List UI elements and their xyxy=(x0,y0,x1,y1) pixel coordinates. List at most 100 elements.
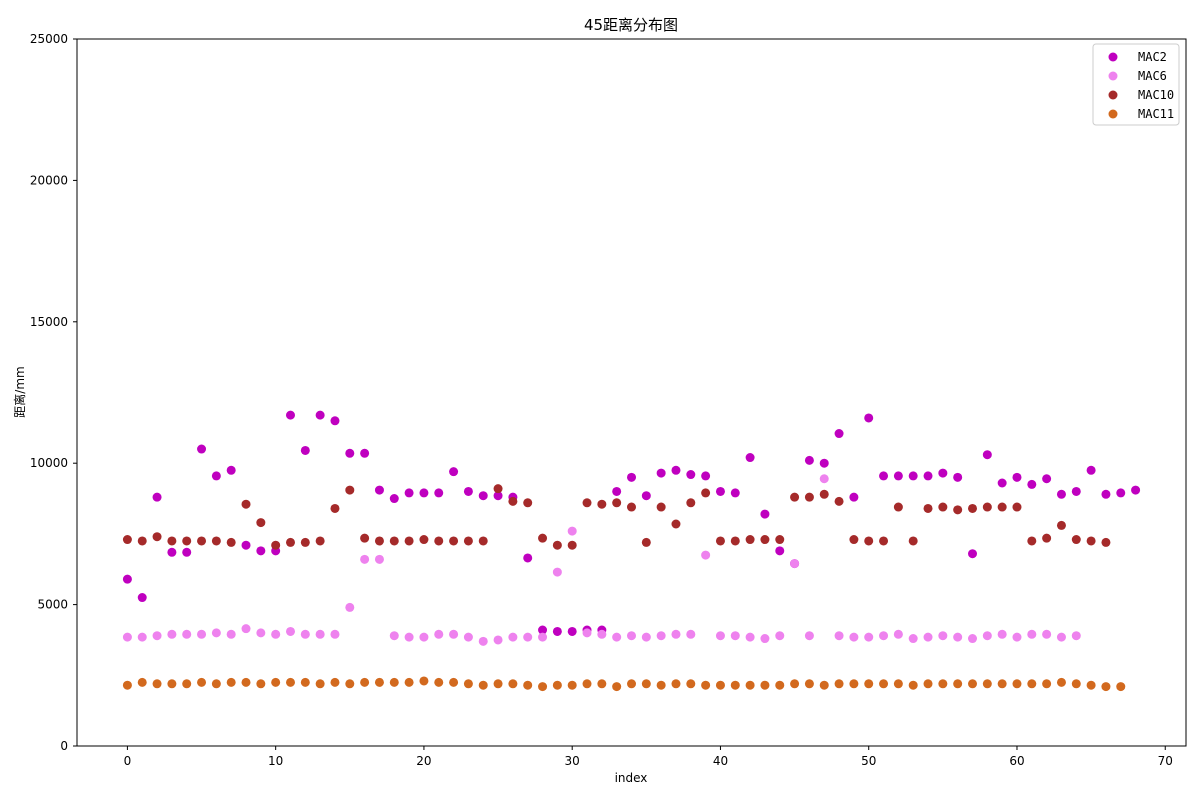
data-point xyxy=(552,540,562,550)
data-point xyxy=(641,679,651,689)
data-point xyxy=(953,679,963,689)
data-point xyxy=(908,536,918,546)
data-point xyxy=(197,444,207,454)
data-point xyxy=(508,632,518,642)
data-point xyxy=(345,679,355,689)
data-point xyxy=(285,626,295,636)
data-point xyxy=(226,465,236,475)
data-point xyxy=(1101,682,1111,692)
data-point xyxy=(656,502,666,512)
data-point xyxy=(938,679,948,689)
data-point xyxy=(330,677,340,687)
data-point xyxy=(1056,520,1066,530)
data-point xyxy=(849,632,859,642)
data-point xyxy=(345,448,355,458)
data-point xyxy=(1027,536,1037,546)
data-point xyxy=(152,492,162,502)
data-point xyxy=(493,679,503,689)
data-point xyxy=(819,474,829,484)
data-point xyxy=(1012,679,1022,689)
data-point xyxy=(523,498,533,508)
plot-frame xyxy=(76,38,1187,747)
data-point xyxy=(167,536,177,546)
data-point xyxy=(434,488,444,498)
data-point xyxy=(760,634,770,644)
data-point xyxy=(226,677,236,687)
data-point xyxy=(715,631,725,641)
data-point xyxy=(997,629,1007,639)
data-point xyxy=(197,629,207,639)
data-point xyxy=(285,677,295,687)
data-point xyxy=(879,471,889,481)
data-point xyxy=(1056,632,1066,642)
data-point xyxy=(226,537,236,547)
data-point xyxy=(300,537,310,547)
x-tick-label: 70 xyxy=(1158,754,1173,768)
data-point xyxy=(330,416,340,426)
data-point xyxy=(567,680,577,690)
data-point xyxy=(968,634,978,644)
x-axis-label: index xyxy=(615,771,648,785)
data-point xyxy=(300,445,310,455)
data-point xyxy=(1086,465,1096,475)
data-point xyxy=(493,491,503,501)
data-point xyxy=(864,413,874,423)
data-point xyxy=(152,631,162,641)
data-point xyxy=(419,632,429,642)
data-point xyxy=(982,450,992,460)
legend: MAC2 MAC6 MAC10 MAC11 xyxy=(1092,43,1180,126)
data-point xyxy=(775,535,785,545)
data-point xyxy=(1042,629,1052,639)
data-point xyxy=(656,468,666,478)
data-point xyxy=(315,536,325,546)
legend-label: MAC6 xyxy=(1138,69,1167,83)
data-point xyxy=(819,489,829,499)
data-point xyxy=(300,677,310,687)
data-point xyxy=(1012,472,1022,482)
data-point xyxy=(701,550,711,560)
data-point xyxy=(938,631,948,641)
data-point xyxy=(167,629,177,639)
x-tick-label: 20 xyxy=(416,754,431,768)
data-point xyxy=(819,458,829,468)
data-point xyxy=(627,472,636,482)
data-point xyxy=(345,485,355,495)
data-point xyxy=(701,471,711,481)
data-point xyxy=(656,631,666,641)
data-point xyxy=(938,502,948,512)
data-point xyxy=(790,559,800,569)
data-point xyxy=(819,680,829,690)
data-point xyxy=(982,631,992,641)
data-point xyxy=(167,547,177,557)
data-point xyxy=(1042,474,1052,484)
data-point xyxy=(389,536,399,546)
data-point xyxy=(1086,536,1096,546)
data-point xyxy=(478,636,488,646)
data-point xyxy=(893,629,903,639)
data-point xyxy=(953,505,963,515)
data-point xyxy=(360,533,370,543)
data-point xyxy=(582,628,592,638)
y-tick-label: 10000 xyxy=(30,456,68,470)
data-point xyxy=(449,677,459,687)
data-point xyxy=(1071,535,1081,545)
data-point xyxy=(790,492,800,502)
data-point xyxy=(404,677,414,687)
data-point xyxy=(671,629,681,639)
data-point xyxy=(271,677,281,687)
legend-label: MAC11 xyxy=(1138,107,1174,121)
data-point xyxy=(686,498,696,508)
data-point xyxy=(182,536,192,546)
data-point xyxy=(538,632,548,642)
y-tick-label: 0 xyxy=(60,739,68,753)
data-point xyxy=(404,488,414,498)
data-point xyxy=(730,536,740,546)
data-point xyxy=(122,535,132,545)
y-tick-label: 5000 xyxy=(37,598,68,612)
data-point xyxy=(122,632,132,642)
data-point xyxy=(508,496,518,506)
series-mac11 xyxy=(122,676,1126,692)
data-point xyxy=(404,632,414,642)
data-point xyxy=(923,679,933,689)
data-point xyxy=(137,677,147,687)
